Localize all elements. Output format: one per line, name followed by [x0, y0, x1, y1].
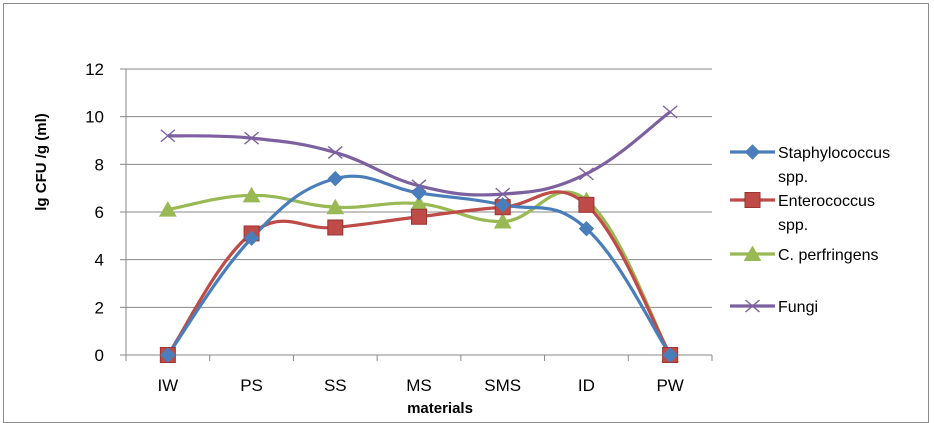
- x-tick-label: SS: [324, 376, 347, 395]
- axes: [120, 68, 713, 361]
- x-tick-label: PW: [656, 376, 683, 395]
- data-point-1-5: [578, 196, 595, 213]
- data-point-2-1: [242, 186, 261, 203]
- legend-label: spp.: [778, 217, 808, 234]
- y-tick-label: 12: [85, 60, 104, 79]
- data-point-1-2: [327, 219, 344, 236]
- data-point-3-6: [662, 105, 678, 119]
- data-point-0-5: [578, 220, 595, 237]
- data-point-0-1: [243, 230, 260, 246]
- legend-marker-3: [745, 299, 760, 313]
- x-tick-label: PS: [240, 376, 263, 395]
- data-point-1-3: [411, 208, 427, 225]
- data-point-0-4: [495, 197, 511, 213]
- x-tick-label: ID: [578, 376, 595, 395]
- x-axis-title: materials: [407, 400, 473, 417]
- y-tick-label: 2: [95, 298, 104, 317]
- series-markers: [158, 105, 680, 363]
- data-point-0-2: [327, 170, 343, 187]
- legend-marker-2: [743, 245, 762, 261]
- data-point-3-1: [244, 131, 260, 145]
- y-tick-label: 0: [95, 346, 104, 365]
- y-axis-title: lg CFU /g (ml): [33, 113, 50, 211]
- y-tick-label: 10: [85, 108, 104, 127]
- data-point-2-0: [158, 201, 177, 217]
- data-point-3-4: [495, 187, 511, 201]
- x-tick-label: IW: [157, 376, 178, 395]
- x-tick-label: SMS: [484, 376, 521, 395]
- data-point-0-3: [411, 185, 427, 201]
- data-point-0-6: [662, 347, 678, 363]
- data-point-3-2: [327, 145, 343, 159]
- data-point-0-0: [160, 347, 176, 363]
- legend-marker-0: [744, 144, 761, 160]
- series-lines: [166, 110, 672, 356]
- data-point-3-5: [578, 167, 594, 181]
- tick-labels: 0 2 4 6 8 10 12 IW PS SS MS SMS ID PW: [85, 60, 684, 395]
- legend-label: Staphylococcus: [778, 145, 890, 162]
- y-tick-label: 6: [95, 203, 104, 222]
- y-tick-label: 8: [95, 155, 104, 174]
- data-point-3-0: [160, 129, 176, 143]
- legend-label: Fungi: [778, 299, 818, 316]
- x-tick-label: MS: [406, 376, 432, 395]
- data-point-2-2: [326, 198, 345, 215]
- data-point-2-4: [493, 213, 512, 229]
- y-tick-label: 4: [95, 251, 104, 270]
- legend-marker-1: [744, 192, 761, 208]
- legend-label: spp.: [778, 169, 808, 186]
- legend-label: Enterococcus: [778, 193, 875, 210]
- legend-label: C. perfringens: [778, 247, 879, 264]
- series-line-3: [167, 110, 672, 197]
- legend: Staphylococcus spp. Enterococcus spp. C. per…: [730, 144, 890, 316]
